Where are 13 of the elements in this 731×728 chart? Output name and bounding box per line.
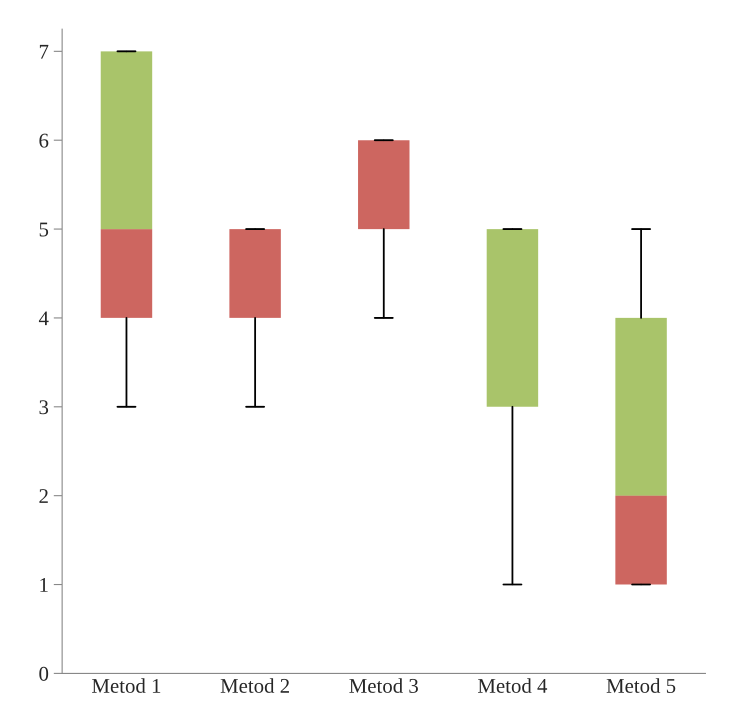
y-tick-label: 0 (39, 666, 48, 681)
y-tick-label: 4 (38, 311, 49, 326)
x-tick-label: Metod 3 (349, 678, 418, 693)
x-tick-label: Metod 4 (478, 678, 548, 693)
y-tick-label: 3 (40, 400, 48, 414)
x-tick-label: Metod 1 (92, 678, 160, 693)
y-tick-label: 1 (40, 578, 48, 592)
y-tick-label: 7 (40, 44, 48, 59)
y-tick-label: 2 (39, 489, 48, 503)
y-tick-label: 6 (39, 134, 48, 148)
x-tick-label: Metod 2 (220, 678, 289, 693)
x-tick-label: Metod 5 (606, 678, 676, 693)
y-tick-label: 5 (40, 222, 48, 236)
